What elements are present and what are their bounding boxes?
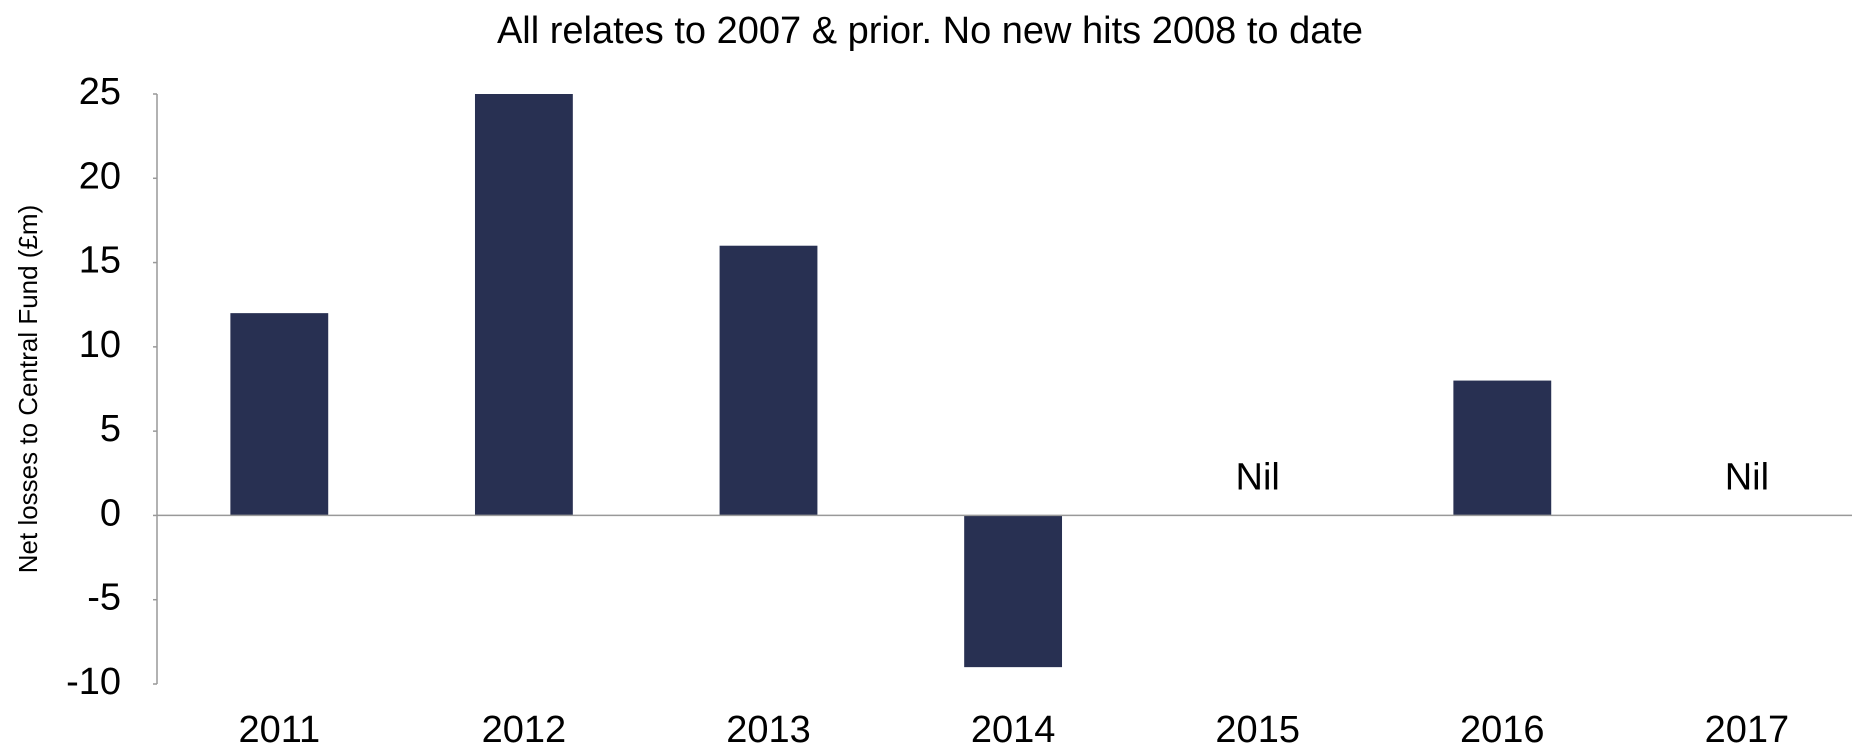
- y-tick-label: 25: [79, 71, 121, 113]
- x-tick-label: 2016: [1460, 709, 1545, 751]
- y-axis-label: Net losses to Central Fund (£m): [13, 205, 43, 573]
- y-tick-label: 10: [79, 324, 121, 366]
- x-tick-label: 2012: [482, 709, 567, 751]
- x-tick-label: 2011: [238, 709, 320, 751]
- data-label: Nil: [1236, 456, 1280, 498]
- x-tick-label: 2013: [726, 709, 811, 751]
- y-tick-label: 20: [79, 155, 121, 197]
- y-tick-label: -10: [66, 661, 121, 703]
- data-label: Nil: [1725, 456, 1769, 498]
- bar: [230, 313, 329, 516]
- y-tick-label: 0: [100, 492, 121, 534]
- x-tick-label: 2014: [971, 709, 1056, 751]
- y-tick-label: 15: [79, 240, 121, 282]
- bar: [964, 515, 1063, 668]
- y-tick-label: 5: [100, 408, 121, 450]
- x-tick-label: 2017: [1705, 709, 1790, 751]
- bar: [1453, 380, 1552, 516]
- bar: [719, 245, 818, 516]
- chart-title: All relates to 2007 & prior. No new hits…: [497, 10, 1363, 52]
- x-tick-label: 2015: [1215, 709, 1300, 751]
- y-tick-label: -5: [87, 577, 121, 619]
- bar: [474, 94, 573, 516]
